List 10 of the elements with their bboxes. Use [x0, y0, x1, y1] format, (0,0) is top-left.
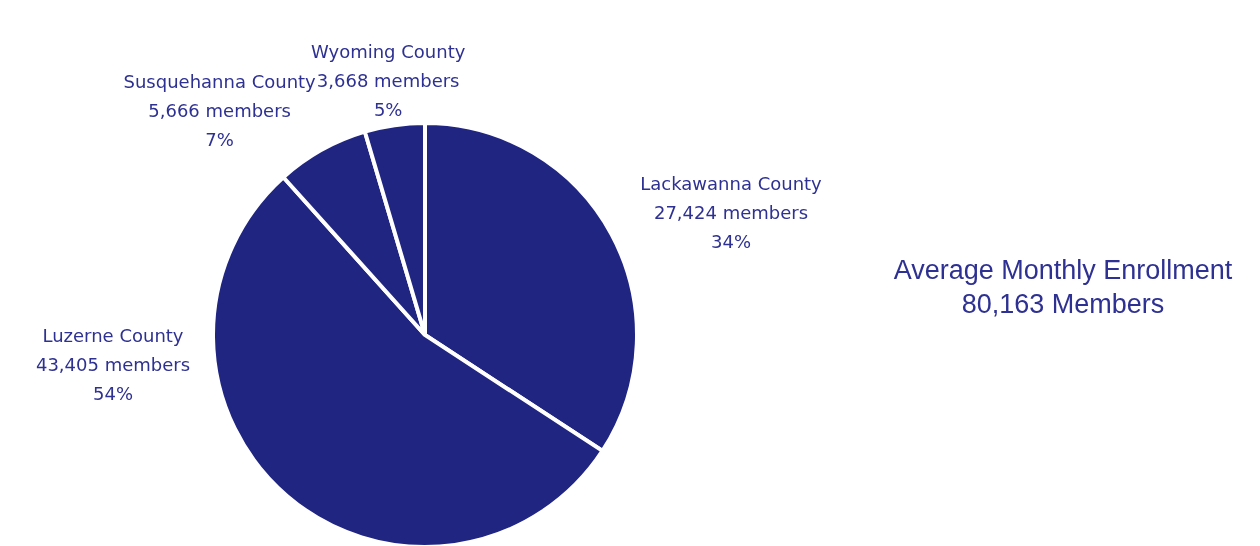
slice-label: Susquehanna County [123, 70, 317, 92]
slice-label: Luzerne County [42, 325, 184, 346]
slice-label: Wyoming County [311, 40, 466, 62]
text: 80,163 Members [960, 288, 1166, 321]
data-label: 3,668 members 5% [316, 69, 460, 120]
data-label: 43,405 members 54% [35, 354, 191, 404]
data-label: 27,424 members 34% [653, 201, 809, 252]
text: Average Monthly Enrollment [892, 254, 1234, 287]
data-label: 5,666 members 7% [148, 99, 291, 150]
slice-label: Lackawanna County [640, 172, 823, 194]
